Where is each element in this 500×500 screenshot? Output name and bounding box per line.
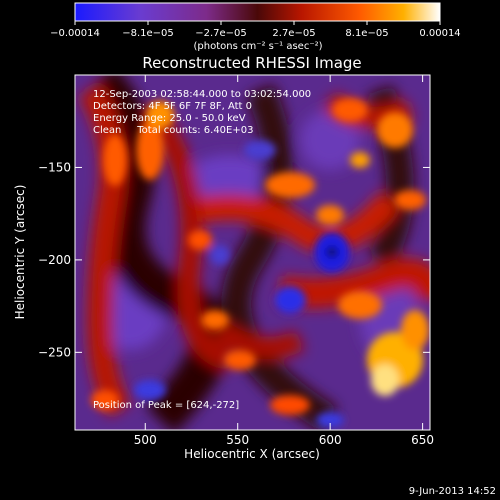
- y-tick-label-0: −150: [38, 160, 71, 174]
- colorbar-tick-label-5: 0.00014: [419, 28, 460, 39]
- colorbar-tick-label-3: 2.7e−05: [272, 28, 315, 39]
- y-tick-label-1: −200: [38, 253, 71, 267]
- footer-date: 9-Jun-2013 14:52: [409, 486, 496, 497]
- image-title: Reconstructed RHESSI Image: [142, 54, 361, 72]
- image-annotations: 12-Sep-2003 02:58:44.000 to 03:02:54.000…: [93, 89, 311, 411]
- colorbar: −0.00014 −8.1e−05 −2.7e−05 2.7e−05 8.1e−…: [50, 2, 461, 52]
- colorbar-tick-label-4: 8.1e−05: [345, 28, 388, 39]
- colorbar-tick-label-0: −0.00014: [50, 28, 100, 39]
- colorbar-tick-label-2: −2.7e−05: [195, 28, 247, 39]
- colorbar-gradient: [74, 2, 441, 22]
- annotation-clean: Clean Total counts: 6.40E+03: [93, 125, 253, 136]
- x-tick-label-2: 600: [319, 433, 342, 447]
- annotation-peak: Position of Peak = [624,-272]: [93, 400, 239, 411]
- colorbar-tick-label-1: −8.1e−05: [122, 28, 174, 39]
- x-tick-label-0: 500: [134, 433, 157, 447]
- annotation-energy: Energy Range: 25.0 - 50.0 keV: [93, 113, 246, 124]
- annotation-detectors: Detectors: 4F 5F 6F 7F 8F, Att 0: [93, 101, 252, 112]
- y-tick-label-2: −250: [38, 345, 71, 359]
- plot-frame: [74, 74, 431, 431]
- annotation-time-range: 12-Sep-2003 02:58:44.000 to 03:02:54.000: [93, 89, 311, 100]
- x-axis-label: Heliocentric X (arcsec): [184, 447, 320, 461]
- image-plot: [75, 75, 430, 430]
- x-axis-ticks: 500 550 600 650: [134, 75, 434, 447]
- x-tick-label-3: 650: [411, 433, 434, 447]
- x-tick-label-1: 550: [226, 433, 249, 447]
- y-axis-label: Heliocentric Y (arcsec): [13, 185, 27, 320]
- colorbar-ticks: [74, 21, 441, 25]
- colorbar-units: (photons cm⁻² s⁻¹ asec⁻²): [193, 41, 322, 52]
- y-axis-ticks: −150 −200 −250: [38, 160, 430, 359]
